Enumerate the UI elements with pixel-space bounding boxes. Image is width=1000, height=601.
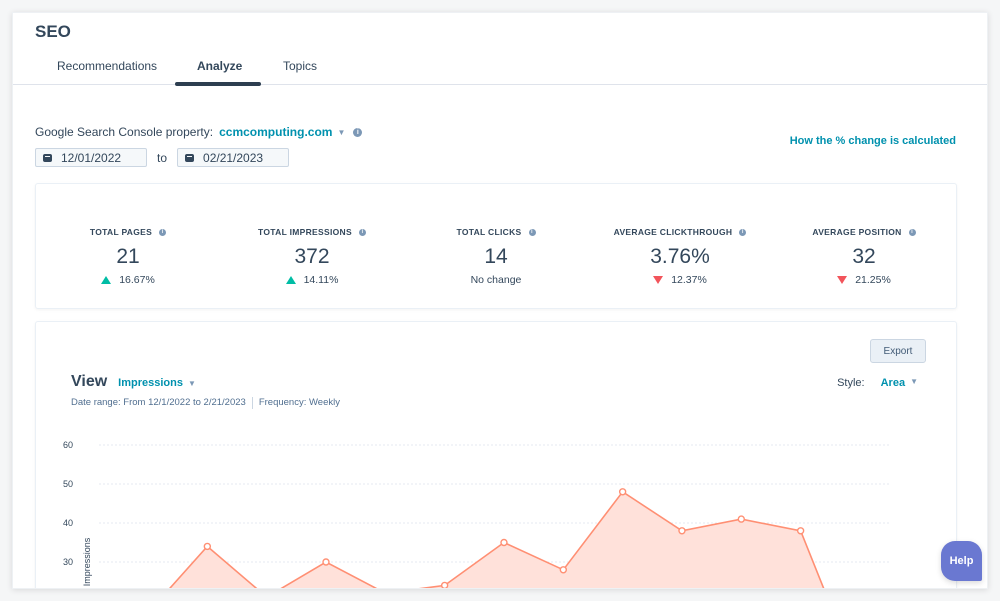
svg-text:Impressions: Impressions: [82, 537, 92, 586]
chart-date-range: Date range: From 12/1/2022 to 2/21/2023: [71, 397, 246, 408]
kpi-label: TOTAL PAGES: [89, 227, 153, 237]
arrow-down-icon: [837, 276, 848, 284]
kpi-value: 372: [294, 245, 330, 268]
end-date-value: 02/21/2023: [203, 150, 264, 165]
chevron-down-icon[interactable]: ▼: [187, 379, 196, 388]
arrow-down-icon: [653, 276, 664, 284]
page-title: SEO: [35, 22, 71, 41]
arrow-up-icon: [101, 276, 112, 284]
svg-text:40: 40: [63, 518, 73, 528]
export-button[interactable]: Export: [870, 339, 926, 363]
seo-app-window: SEO Recommendations Analyze Topics Googl…: [12, 12, 988, 589]
kpi-change: 16.67%: [119, 274, 155, 286]
view-selector-row: View Impressions ▼: [71, 373, 196, 391]
kpi-value: 14: [484, 245, 508, 268]
kpi-total-clicks: TOTAL CLICKS i 14 No change: [404, 222, 588, 286]
tab-recommendations[interactable]: Recommendations: [57, 59, 158, 73]
chart-date-info: Date range: From 12/1/2022 to 2/21/2023 …: [71, 397, 340, 409]
info-icon[interactable]: i: [159, 228, 167, 236]
kpi-summary-card: TOTAL PAGES i 21 16.67% TOTAL IMPRESSIONS…: [35, 183, 957, 309]
active-tab-indicator: [175, 82, 261, 86]
gsc-property-label: Google Search Console property:: [35, 125, 214, 139]
style-label: Style:: [837, 377, 865, 389]
kpi-average-clickthrough: AVERAGE CLICKTHROUGH i 3.76% 12.37%: [588, 222, 772, 286]
kpi-average-position: AVERAGE POSITION i 32 21.25%: [772, 222, 956, 286]
calendar-icon: [185, 153, 195, 162]
svg-text:50: 50: [63, 479, 73, 489]
info-icon[interactable]: i: [739, 228, 747, 236]
style-dropdown[interactable]: Area: [880, 377, 906, 389]
kpi-label: AVERAGE CLICKTHROUGH: [613, 227, 733, 237]
info-icon[interactable]: i: [908, 228, 916, 236]
end-date-input[interactable]: 02/21/2023: [177, 148, 290, 167]
info-icon[interactable]: i: [358, 228, 366, 236]
divider: [251, 397, 253, 409]
kpi-label: TOTAL IMPRESSIONS: [258, 227, 352, 237]
tab-bar: SEO Recommendations Analyze Topics: [13, 13, 987, 86]
tab-analyze[interactable]: Analyze: [197, 59, 243, 73]
kpi-total-impressions: TOTAL IMPRESSIONS i 372 14.11%: [220, 222, 404, 286]
kpi-label: TOTAL CLICKS: [456, 227, 522, 237]
view-title: View: [71, 373, 108, 390]
help-button[interactable]: Help: [941, 541, 982, 581]
kpi-change: 21.25%: [855, 274, 891, 286]
chevron-down-icon[interactable]: ▼: [337, 127, 346, 137]
svg-text:30: 30: [63, 557, 73, 567]
kpi-change: 12.37%: [671, 274, 707, 286]
gsc-property-row: Google Search Console property: ccmcompu…: [35, 125, 363, 139]
kpi-change: No change: [470, 274, 522, 286]
kpi-value: 21: [116, 245, 140, 268]
kpi-change: 14.11%: [303, 274, 339, 286]
arrow-up-icon: [285, 276, 296, 284]
kpi-value: 32: [852, 245, 876, 268]
kpi-value: 3.76%: [650, 245, 710, 268]
chevron-down-icon[interactable]: ▼: [910, 377, 918, 386]
metric-dropdown[interactable]: Impressions: [118, 377, 183, 389]
calendar-icon: [43, 153, 52, 162]
info-icon[interactable]: i: [353, 127, 363, 137]
date-range-row: 12/01/2022 to 02/21/2023: [35, 148, 290, 167]
svg-text:60: 60: [63, 440, 73, 450]
chart-card: Export View Impressions ▼ Date range: Fr…: [35, 321, 958, 589]
impressions-area-chart[interactable]: 30 40 50 60 Impressions: [36, 322, 958, 589]
kpi-label: AVERAGE POSITION: [812, 227, 902, 237]
date-to-label: to: [157, 150, 168, 165]
start-date-input[interactable]: 12/01/2022: [35, 148, 147, 167]
how-change-calculated-link[interactable]: How the % change is calculated: [789, 135, 956, 147]
tab-topics[interactable]: Topics: [283, 59, 318, 73]
chart-style-row: Style: Area ▼: [837, 377, 918, 389]
gsc-property-dropdown[interactable]: ccmcomputing.com: [219, 125, 333, 139]
kpi-total-pages: TOTAL PAGES i 21 16.67%: [36, 222, 220, 286]
chart-frequency: Frequency: Weekly: [258, 397, 340, 408]
info-icon[interactable]: i: [528, 228, 536, 236]
start-date-value: 12/01/2022: [61, 150, 122, 165]
